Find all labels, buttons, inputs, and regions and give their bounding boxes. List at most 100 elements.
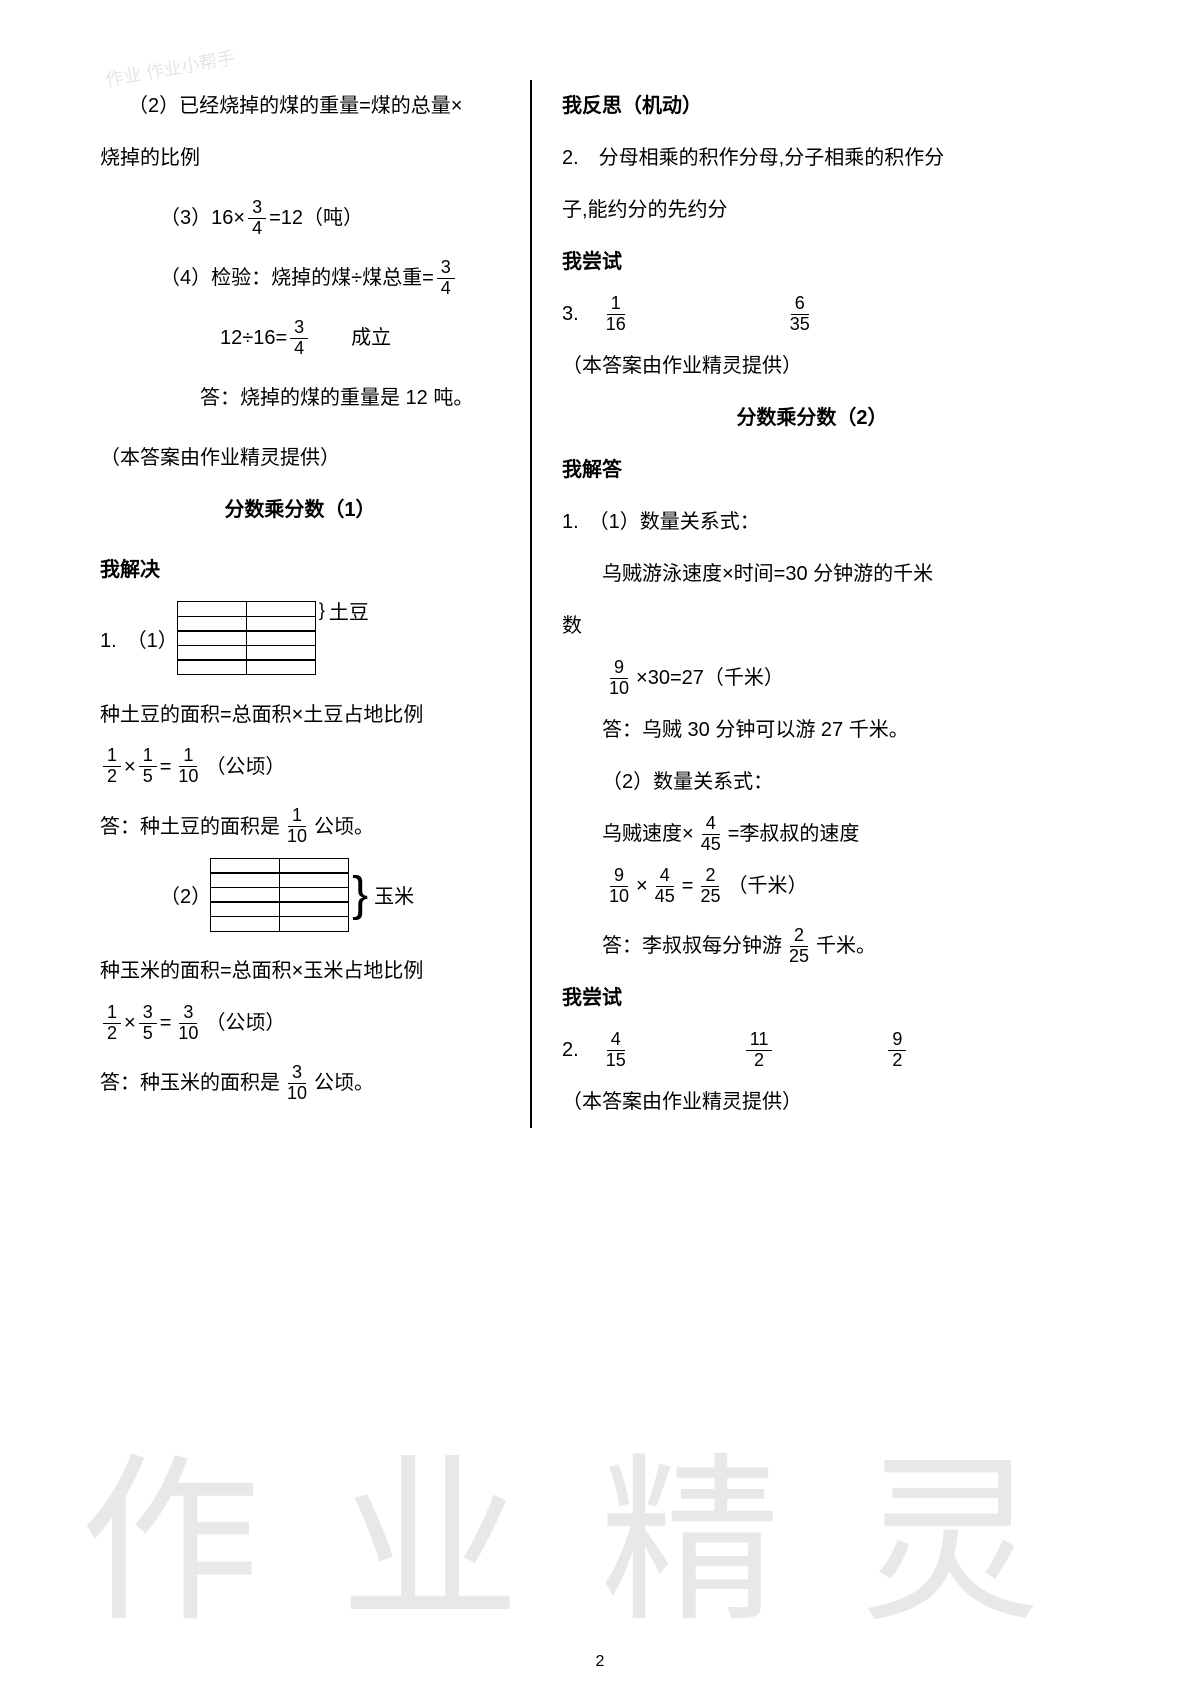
numerator: 2 bbox=[701, 866, 719, 887]
text: （本答案由作业精灵提供） bbox=[562, 1076, 802, 1128]
right-column: 我反思（机动） 2. 分母相乘的积作分母,分子相乘的积作分 子,能约分的先约分 … bbox=[532, 80, 1062, 1128]
text: （本答案由作业精灵提供） bbox=[100, 432, 340, 484]
bracket-icon: } bbox=[352, 871, 368, 919]
text: =12（吨） bbox=[269, 192, 363, 244]
text: 答：烧掉的煤的重量是 12 吨。 bbox=[200, 372, 473, 424]
operator: = bbox=[160, 997, 172, 1049]
label: 玉米 bbox=[374, 880, 414, 909]
numerator: 1 bbox=[288, 806, 306, 827]
text-line: （2）数量关系式： bbox=[562, 756, 1062, 808]
text: 种玉米的面积=总面积×玉米占地比例 bbox=[100, 945, 423, 997]
denominator: 10 bbox=[174, 767, 202, 787]
fraction: 910 bbox=[605, 866, 633, 907]
fraction: 225 bbox=[696, 866, 724, 907]
text: 答：李叔叔每分钟游 bbox=[602, 920, 782, 972]
text: 2. 分母相乘的积作分母,分子相乘的积作分 bbox=[562, 132, 944, 184]
text: 我尝试 bbox=[562, 972, 622, 1024]
numerator: 9 bbox=[610, 866, 628, 887]
page-number: 2 bbox=[596, 1653, 605, 1671]
text-line: 种土豆的面积=总面积×土豆占地比例 bbox=[100, 689, 500, 741]
answer-line: 3. 116 635 bbox=[562, 288, 1062, 340]
left-column: （2）已经烧掉的煤的重量=煤的总量× 烧掉的比例 （3）16× 34 =12（吨… bbox=[100, 80, 530, 1128]
fraction: 110 bbox=[174, 746, 202, 787]
numerator: 2 bbox=[790, 926, 808, 947]
text-line: （本答案由作业精灵提供） bbox=[562, 1076, 1062, 1128]
operator: × bbox=[124, 741, 136, 793]
text: （本答案由作业精灵提供） bbox=[562, 340, 802, 392]
denominator: 25 bbox=[696, 887, 724, 907]
text: 1. （1）数量关系式： bbox=[562, 496, 760, 548]
label: 3. bbox=[562, 288, 599, 340]
fraction: 12 bbox=[103, 746, 121, 787]
denominator: 2 bbox=[888, 1051, 906, 1071]
text-line: 烧掉的比例 bbox=[100, 132, 500, 184]
fraction: 34 bbox=[290, 318, 308, 359]
fraction: 92 bbox=[888, 1030, 906, 1071]
text: 子,能约分的先约分 bbox=[562, 184, 728, 236]
text: 分数乘分数（2） bbox=[736, 392, 887, 444]
fraction: 34 bbox=[248, 198, 266, 239]
diagram-row: 1. （1） } 土豆 bbox=[100, 602, 500, 675]
text: 答：乌贼 30 分钟可以游 27 千米。 bbox=[602, 704, 909, 756]
text: 我尝试 bbox=[562, 236, 622, 288]
text-line: 数 bbox=[562, 600, 1062, 652]
denominator: 4 bbox=[290, 339, 308, 359]
equation-line: 乌贼速度× 445 =李叔叔的速度 bbox=[562, 808, 1062, 860]
label: 1. （1） bbox=[100, 624, 178, 653]
numerator: 3 bbox=[179, 1003, 197, 1024]
denominator: 2 bbox=[103, 1024, 121, 1044]
denominator: 35 bbox=[786, 315, 814, 335]
denominator: 10 bbox=[605, 887, 633, 907]
fraction: 35 bbox=[139, 1003, 157, 1044]
fraction: 445 bbox=[651, 866, 679, 907]
denominator: 16 bbox=[602, 315, 630, 335]
denominator: 45 bbox=[651, 887, 679, 907]
numerator: 9 bbox=[888, 1030, 906, 1051]
numerator: 4 bbox=[656, 866, 674, 887]
operator: × bbox=[636, 860, 648, 912]
denominator: 10 bbox=[283, 827, 311, 847]
fraction: 310 bbox=[174, 1003, 202, 1044]
numerator: 3 bbox=[437, 258, 455, 279]
text: 我解决 bbox=[100, 544, 160, 596]
numerator: 9 bbox=[610, 658, 628, 679]
section-heading: 我尝试 bbox=[562, 972, 1062, 1024]
diagram-row: （2） } 玉米 bbox=[100, 859, 500, 932]
fraction: 415 bbox=[602, 1030, 630, 1071]
denominator: 10 bbox=[605, 679, 633, 699]
grid-diagram bbox=[178, 602, 315, 675]
denominator: 4 bbox=[248, 219, 266, 239]
text-line: 子,能约分的先约分 bbox=[562, 184, 1062, 236]
bracket-icon: } bbox=[319, 600, 325, 621]
text: 乌贼速度× bbox=[602, 808, 694, 860]
fraction: 445 bbox=[697, 814, 725, 855]
text: 公顷。 bbox=[314, 1057, 374, 1109]
text-line: 答：李叔叔每分钟游 225 千米。 bbox=[562, 920, 1062, 972]
text-line: 2. 分母相乘的积作分母,分子相乘的积作分 bbox=[562, 132, 1062, 184]
equation-line: 12÷16= 34 成立 bbox=[100, 312, 500, 364]
text: （公顷） bbox=[205, 997, 285, 1049]
denominator: 2 bbox=[750, 1051, 768, 1071]
text-line: 答：种土豆的面积是 110 公顷。 bbox=[100, 801, 500, 853]
text-line: 答：种玉米的面积是 310 公顷。 bbox=[100, 1057, 500, 1109]
text: 乌贼游泳速度×时间=30 分钟游的千米 bbox=[602, 548, 933, 600]
denominator: 5 bbox=[139, 1024, 157, 1044]
denominator: 5 bbox=[139, 767, 157, 787]
text: 分数乘分数（1） bbox=[224, 484, 375, 536]
fraction: 110 bbox=[283, 806, 311, 847]
numerator: 3 bbox=[248, 198, 266, 219]
numerator: 3 bbox=[290, 318, 308, 339]
denominator: 10 bbox=[283, 1084, 311, 1104]
text: （公顷） bbox=[205, 741, 285, 793]
numerator: 1 bbox=[179, 746, 197, 767]
section-heading: 我解答 bbox=[562, 444, 1062, 496]
text-line: 1. （1）数量关系式： bbox=[562, 496, 1062, 548]
text: （2）已经烧掉的煤的重量=煤的总量× bbox=[128, 80, 462, 132]
denominator: 45 bbox=[697, 835, 725, 855]
denominator: 15 bbox=[602, 1051, 630, 1071]
fraction: 116 bbox=[602, 294, 630, 335]
text: 数 bbox=[562, 600, 582, 652]
fraction: 635 bbox=[786, 294, 814, 335]
numerator: 1 bbox=[103, 746, 121, 767]
denominator: 4 bbox=[437, 279, 455, 299]
